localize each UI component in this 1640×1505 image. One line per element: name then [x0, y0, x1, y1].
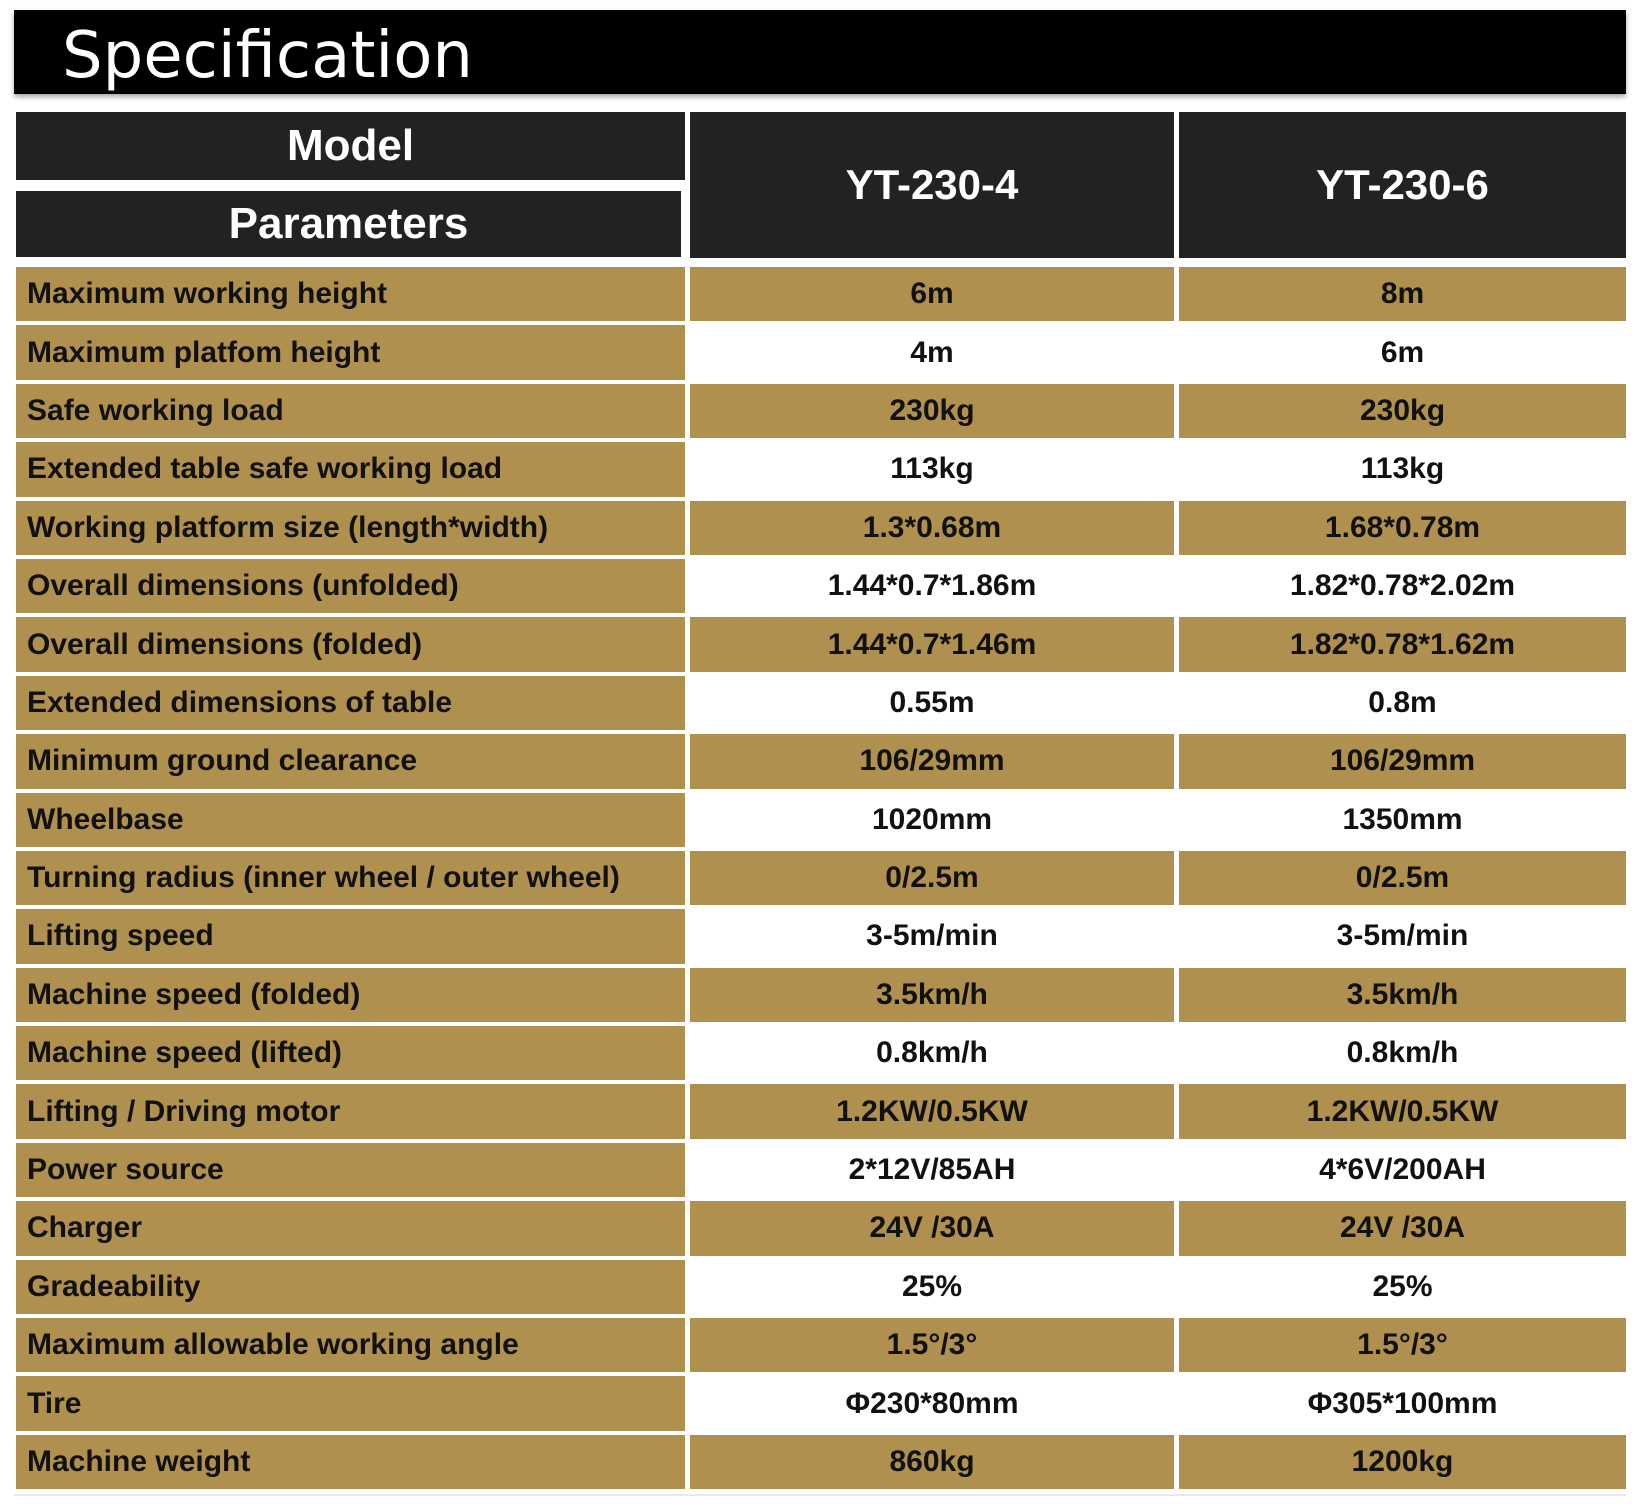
value-yt-230-6: 25% [1179, 1259, 1626, 1315]
value-yt-230-6: 1200kg [1179, 1434, 1626, 1490]
table-row: Power source 2*12V/85AH 4*6V/200AH [14, 1141, 1626, 1199]
value-yt-230-6: 1.68*0.78m [1179, 500, 1626, 555]
table-row: Maximum platfom height 4m 6m [14, 323, 1626, 381]
value-yt-230-4: 3-5m/min [690, 909, 1174, 964]
value-yt-230-4: 1.44*0.7*1.46m [690, 617, 1174, 672]
table-row: Wheelbase 1020mm 1350mm [14, 791, 1626, 849]
value-yt-230-6: 0.8m [1179, 675, 1626, 731]
table-row: Overall dimensions (folded) 1.44*0.7*1.46… [14, 615, 1626, 673]
page-title: Specification [62, 19, 473, 93]
spec-rows: Maximum working height 6m 8m Maximum platfo… [14, 265, 1626, 1491]
value-yt-230-4: 860kg [690, 1434, 1174, 1490]
value-yt-230-4: 1020mm [690, 792, 1174, 847]
spec-table: Model Parameters YT-230-4 YT-230-6 Maxim… [14, 112, 1626, 1494]
parameter-label: Machine speed (lifted) [16, 1026, 685, 1081]
parameter-label: Lifting speed [16, 909, 685, 964]
value-yt-230-6: 1.5°/3° [1179, 1318, 1626, 1373]
value-yt-230-4: 4m [690, 325, 1174, 380]
bottom-divider [14, 1494, 1626, 1496]
parameter-label: Extended dimensions of table [16, 675, 685, 731]
parameter-label: Charger [16, 1201, 685, 1256]
table-row: Tire Φ230*80mm Φ305*100mm [14, 1374, 1626, 1432]
value-yt-230-6: 113kg [1179, 442, 1626, 497]
value-yt-230-6: 6m [1179, 325, 1626, 380]
parameter-label: Overall dimensions (folded) [16, 617, 685, 672]
value-yt-230-4: 0.55m [690, 675, 1174, 731]
value-yt-230-6: 1.82*0.78*2.02m [1179, 558, 1626, 614]
value-yt-230-4: 24V /30A [690, 1201, 1174, 1256]
value-yt-230-6: 24V /30A [1179, 1201, 1626, 1256]
model-header: Model [16, 112, 685, 180]
value-yt-230-6: 106/29mm [1179, 734, 1626, 789]
parameter-label: Overall dimensions (unfolded) [16, 558, 685, 614]
model-column-header-2: YT-230-6 [1179, 112, 1626, 258]
value-yt-230-4: 106/29mm [690, 734, 1174, 789]
value-yt-230-4: 0/2.5m [690, 850, 1174, 906]
parameter-label: Tire [16, 1376, 685, 1431]
table-row: Lifting speed 3-5m/min 3-5m/min [14, 907, 1626, 965]
parameter-label: Lifting / Driving motor [16, 1084, 685, 1139]
parameter-label: Working platform size (length*width) [16, 500, 685, 555]
parameter-label: Maximum allowable working angle [16, 1318, 685, 1373]
parameter-label: Maximum platfom height [16, 325, 685, 380]
table-row: Machine speed (lifted) 0.8km/h 0.8km/h [14, 1024, 1626, 1082]
parameter-label: Wheelbase [16, 792, 685, 847]
table-row: Machine speed (folded) 3.5km/h 3.5km/h [14, 966, 1626, 1024]
parameter-label: Power source [16, 1142, 685, 1198]
value-yt-230-4: 25% [690, 1259, 1174, 1315]
value-yt-230-6: 0/2.5m [1179, 850, 1626, 906]
parameter-label: Machine speed (folded) [16, 967, 685, 1023]
value-yt-230-4: 230kg [690, 383, 1174, 439]
table-row: Maximum allowable working angle 1.5°/3° 1.… [14, 1316, 1626, 1374]
table-row: Lifting / Driving motor 1.2KW/0.5KW 1.2KW/… [14, 1082, 1626, 1140]
table-row: Extended dimensions of table 0.55m 0.8m [14, 674, 1626, 732]
table-row: Extended table safe working load 113kg 113… [14, 440, 1626, 498]
parameter-label: Gradeability [16, 1259, 685, 1315]
parameter-label: Machine weight [16, 1434, 685, 1490]
table-row: Working platform size (length*width) 1.3*… [14, 499, 1626, 557]
parameter-label: Maximum working height [16, 267, 685, 322]
table-row: Minimum ground clearance 106/29mm 106/29mm [14, 732, 1626, 790]
parameter-label: Minimum ground clearance [16, 734, 685, 789]
parameter-label: Extended table safe working load [16, 442, 685, 497]
value-yt-230-6: Φ305*100mm [1179, 1376, 1626, 1431]
table-row: Gradeability 25% 25% [14, 1258, 1626, 1316]
value-yt-230-4: 1.5°/3° [690, 1318, 1174, 1373]
value-yt-230-6: 8m [1179, 267, 1626, 322]
value-yt-230-6: 1.2KW/0.5KW [1179, 1084, 1626, 1139]
title-banner: Specification [14, 10, 1626, 94]
value-yt-230-6: 230kg [1179, 383, 1626, 439]
table-row: Turning radius (inner wheel / outer whee… [14, 849, 1626, 907]
table-row: Overall dimensions (unfolded) 1.44*0.7*1.… [14, 557, 1626, 615]
value-yt-230-6: 1.82*0.78*1.62m [1179, 617, 1626, 672]
table-row: Safe working load 230kg 230kg [14, 382, 1626, 440]
table-row: Maximum working height 6m 8m [14, 265, 1626, 323]
parameters-header: Parameters [16, 191, 681, 257]
value-yt-230-4: 2*12V/85AH [690, 1142, 1174, 1198]
value-yt-230-4: 113kg [690, 442, 1174, 497]
value-yt-230-4: 1.3*0.68m [690, 500, 1174, 555]
model-column-header-1: YT-230-4 [690, 112, 1174, 258]
value-yt-230-4: 1.44*0.7*1.86m [690, 558, 1174, 614]
parameter-label: Turning radius (inner wheel / outer whee… [16, 850, 685, 906]
value-yt-230-6: 4*6V/200AH [1179, 1142, 1626, 1198]
value-yt-230-6: 0.8km/h [1179, 1026, 1626, 1081]
value-yt-230-4: 1.2KW/0.5KW [690, 1084, 1174, 1139]
parameter-label: Safe working load [16, 383, 685, 439]
value-yt-230-6: 3-5m/min [1179, 909, 1626, 964]
table-row: Charger 24V /30A 24V /30A [14, 1199, 1626, 1257]
value-yt-230-4: 3.5km/h [690, 967, 1174, 1023]
value-yt-230-6: 3.5km/h [1179, 967, 1626, 1023]
value-yt-230-6: 1350mm [1179, 792, 1626, 847]
value-yt-230-4: Φ230*80mm [690, 1376, 1174, 1431]
value-yt-230-4: 6m [690, 267, 1174, 322]
table-row: Machine weight 860kg 1200kg [14, 1433, 1626, 1491]
value-yt-230-4: 0.8km/h [690, 1026, 1174, 1081]
